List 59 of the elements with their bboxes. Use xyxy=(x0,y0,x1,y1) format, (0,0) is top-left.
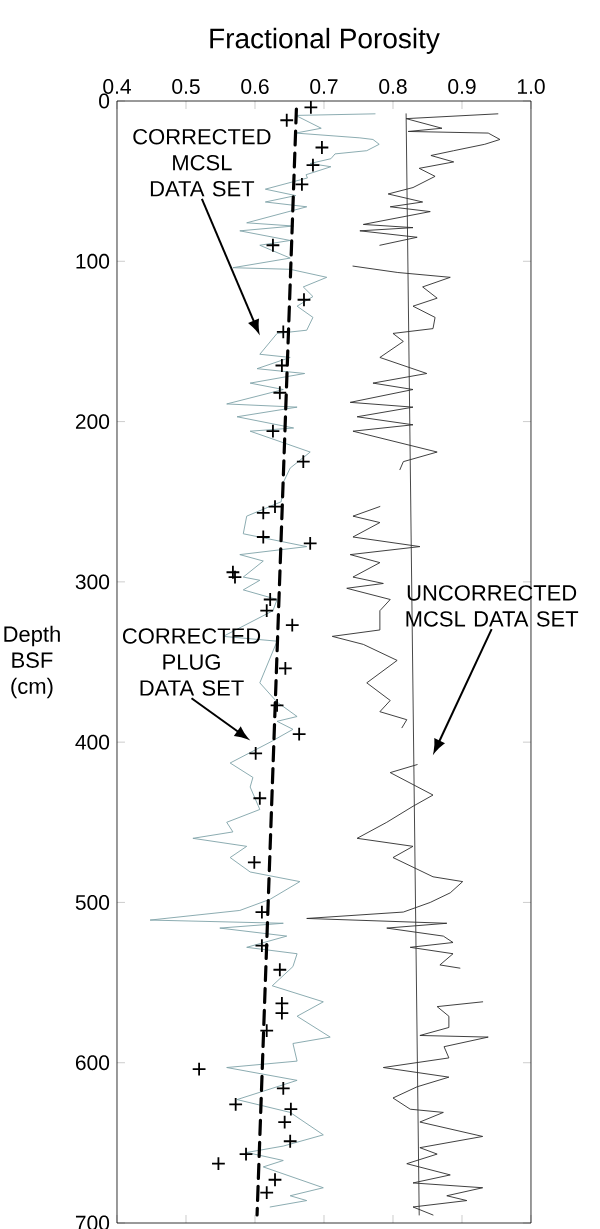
point xyxy=(274,1005,290,1021)
y-tick-label: 500 xyxy=(75,895,110,910)
y-tick-label: 300 xyxy=(75,574,110,590)
point xyxy=(314,140,330,155)
point xyxy=(283,1101,299,1117)
point xyxy=(282,1133,298,1149)
point xyxy=(255,529,271,545)
y-axis-title: Depth BSF (cm) xyxy=(4,625,60,699)
point xyxy=(238,1146,254,1162)
point xyxy=(262,592,278,607)
x-tick-label: 0.4 xyxy=(103,79,131,94)
point xyxy=(295,454,311,469)
point xyxy=(267,1172,283,1188)
point xyxy=(296,292,312,308)
point xyxy=(278,661,293,676)
annotation: UNCORRECTED MCSL DATA SET xyxy=(406,585,579,627)
point xyxy=(294,177,310,192)
point xyxy=(265,423,281,439)
y-tick-label: 0 xyxy=(99,93,110,109)
point xyxy=(275,1081,291,1096)
point xyxy=(259,1023,275,1038)
annotation: CORRECTED PLUG DATA SET xyxy=(122,628,261,696)
point xyxy=(277,1114,292,1130)
point xyxy=(265,237,281,253)
x-tick-label: 0.5 xyxy=(172,79,200,94)
point xyxy=(302,536,318,551)
annotation: CORRECTED MCSL DATA SET xyxy=(133,128,271,197)
x-tick-label: 0.8 xyxy=(379,79,407,94)
point xyxy=(303,100,319,115)
point xyxy=(255,505,271,521)
point xyxy=(305,157,321,173)
point xyxy=(228,1097,243,1112)
point xyxy=(269,697,285,713)
x-tick-label: 0.9 xyxy=(448,79,476,94)
point xyxy=(284,617,300,633)
point xyxy=(279,112,295,128)
y-tick-label: 600 xyxy=(75,1055,110,1071)
point xyxy=(259,603,275,619)
point xyxy=(227,569,243,585)
point xyxy=(247,855,262,870)
point xyxy=(291,726,307,742)
y-tick-label: 100 xyxy=(76,253,110,269)
y-tick-label: 200 xyxy=(75,414,110,430)
point xyxy=(267,499,283,514)
point xyxy=(211,1156,226,1171)
point xyxy=(274,358,290,373)
x-tick-label: 0.6 xyxy=(241,79,269,94)
x-axis-title: Fractional Porosity xyxy=(210,27,440,54)
point xyxy=(259,1185,275,1200)
point xyxy=(248,746,263,761)
x-tick-label: 0.7 xyxy=(310,79,338,94)
x-tick-label: 1.0 xyxy=(517,79,545,94)
point xyxy=(225,564,241,580)
y-tick-label: 400 xyxy=(75,734,110,750)
point xyxy=(254,938,270,954)
point xyxy=(252,790,268,806)
point xyxy=(272,385,288,401)
point xyxy=(272,962,288,978)
point xyxy=(191,1061,207,1077)
